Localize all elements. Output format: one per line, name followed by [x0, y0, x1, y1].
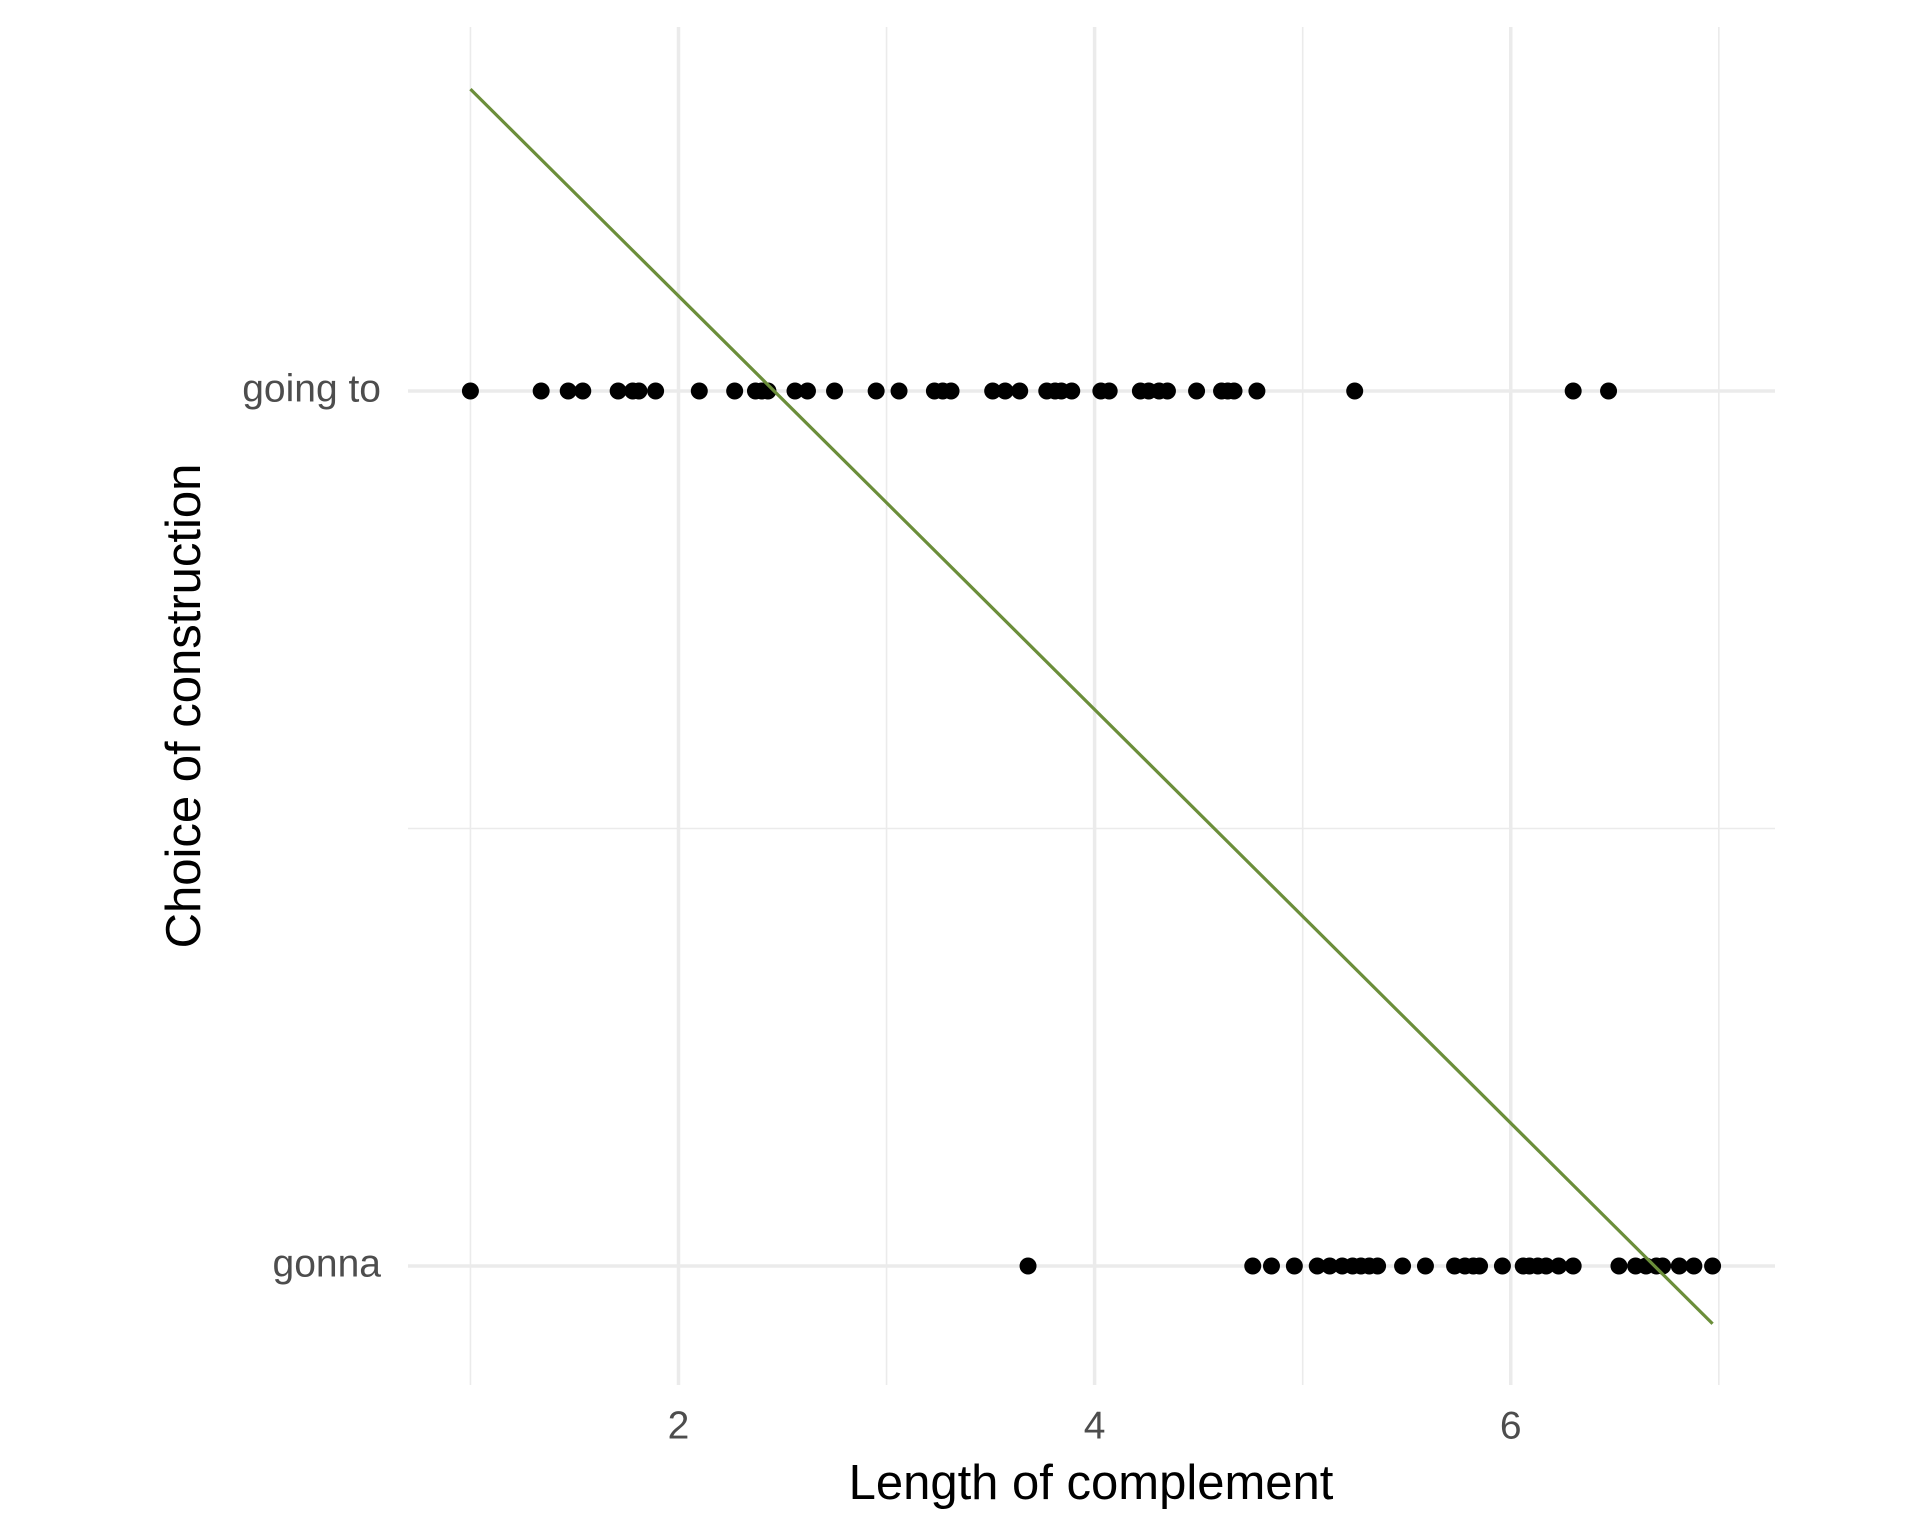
point	[630, 382, 648, 400]
point	[1063, 382, 1081, 400]
point	[1188, 382, 1206, 400]
y-tick-label: gonna	[273, 1242, 382, 1285]
y-tick-label: going to	[242, 367, 381, 410]
point	[942, 382, 960, 400]
x-tick-label: 2	[668, 1404, 690, 1447]
point	[1394, 1257, 1412, 1275]
point	[1369, 1257, 1387, 1275]
point	[1158, 382, 1176, 400]
point	[559, 382, 577, 400]
point	[1011, 382, 1029, 400]
point	[690, 382, 708, 400]
x-tick-label: 6	[1500, 1404, 1522, 1447]
point	[786, 382, 804, 400]
point	[726, 382, 744, 400]
point	[1471, 1257, 1489, 1275]
y-axis-title: Choice of construction	[157, 464, 211, 949]
point	[1564, 1257, 1582, 1275]
point	[1685, 1257, 1703, 1275]
point	[759, 382, 777, 400]
point	[1321, 1257, 1339, 1275]
point	[1610, 1257, 1628, 1275]
x-axis-title: Length of complement	[849, 1456, 1334, 1510]
point	[1600, 382, 1618, 400]
point	[826, 382, 844, 400]
point	[1262, 1257, 1280, 1275]
point	[609, 382, 627, 400]
point	[867, 382, 885, 400]
point	[1670, 1257, 1688, 1275]
point	[461, 382, 479, 400]
point	[890, 382, 908, 400]
point	[1100, 382, 1118, 400]
point	[1564, 382, 1582, 400]
point	[1493, 1257, 1511, 1275]
point	[1225, 382, 1243, 400]
point	[1346, 382, 1364, 400]
point	[1019, 1257, 1037, 1275]
point	[1244, 1257, 1262, 1275]
point	[647, 382, 665, 400]
point	[1537, 1257, 1555, 1275]
point	[996, 382, 1014, 400]
point	[1704, 1257, 1722, 1275]
point	[532, 382, 550, 400]
point	[574, 382, 592, 400]
x-tick-label: 4	[1084, 1404, 1106, 1447]
point	[1308, 1257, 1326, 1275]
point	[1550, 1257, 1568, 1275]
fit-line	[469, 87, 1714, 1325]
point	[984, 382, 1002, 400]
point	[1416, 1257, 1434, 1275]
point	[798, 382, 816, 400]
point	[1248, 382, 1266, 400]
point	[1285, 1257, 1303, 1275]
